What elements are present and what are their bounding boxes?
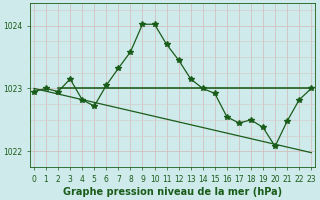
X-axis label: Graphe pression niveau de la mer (hPa): Graphe pression niveau de la mer (hPa) <box>63 187 282 197</box>
